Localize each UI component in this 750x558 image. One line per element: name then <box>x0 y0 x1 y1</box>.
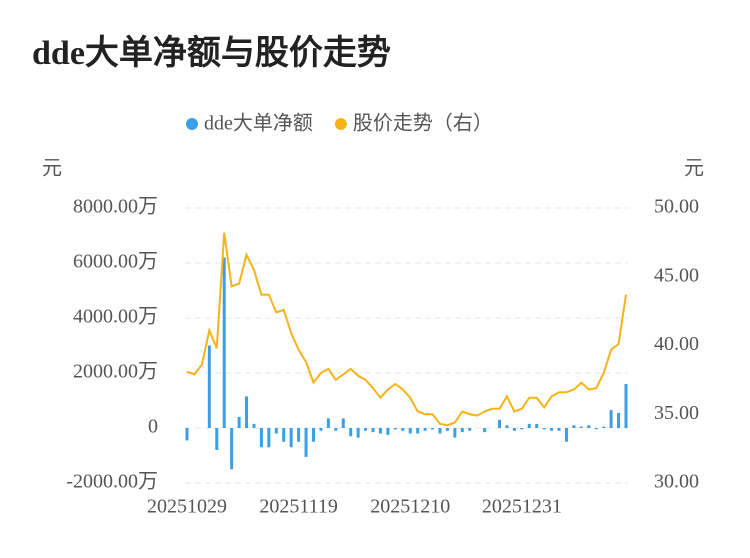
bar <box>527 423 531 428</box>
legend-marker <box>334 118 347 130</box>
bar <box>252 423 256 428</box>
bar <box>297 428 301 442</box>
bar <box>408 428 412 434</box>
price-line <box>186 232 627 427</box>
bar <box>378 428 382 434</box>
x-tick-label: 20251210 <box>370 496 450 518</box>
y2-axis-label: 元 <box>684 158 704 180</box>
bar <box>222 257 226 428</box>
bar <box>230 428 234 470</box>
bar <box>282 428 286 442</box>
bar <box>520 428 524 430</box>
bar <box>185 428 189 441</box>
bar <box>393 428 397 430</box>
y2-tick-label: 45.00 <box>654 264 699 286</box>
bar <box>564 428 568 442</box>
y-tick-label: 2000.00万 <box>73 361 158 383</box>
bar <box>498 419 502 428</box>
bar <box>267 428 271 448</box>
bar <box>416 428 420 434</box>
bar <box>401 428 405 431</box>
y-tick-label: -2000.00万 <box>66 471 158 493</box>
bar <box>483 428 487 433</box>
bar <box>453 428 457 438</box>
bar <box>371 428 375 433</box>
bar <box>468 428 472 431</box>
legend-marker <box>186 118 198 130</box>
bar <box>341 418 345 428</box>
bar <box>550 428 554 431</box>
bar <box>609 410 613 428</box>
x-tick-label: 20251029 <box>147 496 227 518</box>
bar <box>617 412 621 428</box>
bar <box>274 428 278 434</box>
bar <box>311 428 315 442</box>
y-tick-label: 4000.00万 <box>73 306 158 328</box>
bar <box>386 428 390 435</box>
bar <box>557 428 561 431</box>
bar <box>319 428 323 431</box>
bar <box>304 428 308 457</box>
x-tick-label: 20251231 <box>482 496 562 518</box>
x-tick-label: 20251119 <box>259 496 338 518</box>
bar <box>237 417 241 428</box>
bar <box>542 428 546 430</box>
bar <box>438 428 442 434</box>
bar <box>259 428 263 448</box>
y-tick-label: 6000.00万 <box>73 251 158 273</box>
y-axis-label: 元 <box>42 158 62 180</box>
bar <box>207 345 211 428</box>
bar <box>512 428 516 431</box>
chart-title: dde大单净额与股价走势 <box>32 34 391 72</box>
bar <box>572 425 576 428</box>
bar <box>535 423 539 428</box>
bar <box>505 425 509 428</box>
bar <box>587 425 591 428</box>
bar <box>602 426 606 428</box>
bar <box>445 428 449 431</box>
bar <box>334 428 338 431</box>
y2-tick-label: 35.00 <box>654 402 699 424</box>
bar <box>356 428 360 438</box>
bar <box>215 428 219 450</box>
bar <box>460 428 464 433</box>
bar <box>349 428 353 437</box>
bar <box>431 428 435 430</box>
bar <box>326 418 330 428</box>
y-tick-label: 8000.00万 <box>73 196 158 218</box>
y2-tick-label: 30.00 <box>654 471 699 493</box>
y-tick-label: 0 <box>148 416 158 438</box>
bar <box>624 384 628 428</box>
legend-label: 股价走势（右） <box>353 112 493 135</box>
bar <box>364 428 368 431</box>
bar <box>594 428 598 430</box>
legend-label: dde大单净额 <box>204 112 313 135</box>
bar <box>579 426 583 428</box>
bar <box>423 428 427 431</box>
y2-tick-label: 40.00 <box>654 333 699 355</box>
y2-tick-label: 50.00 <box>654 196 699 218</box>
bar <box>245 396 249 428</box>
bar <box>289 428 293 448</box>
